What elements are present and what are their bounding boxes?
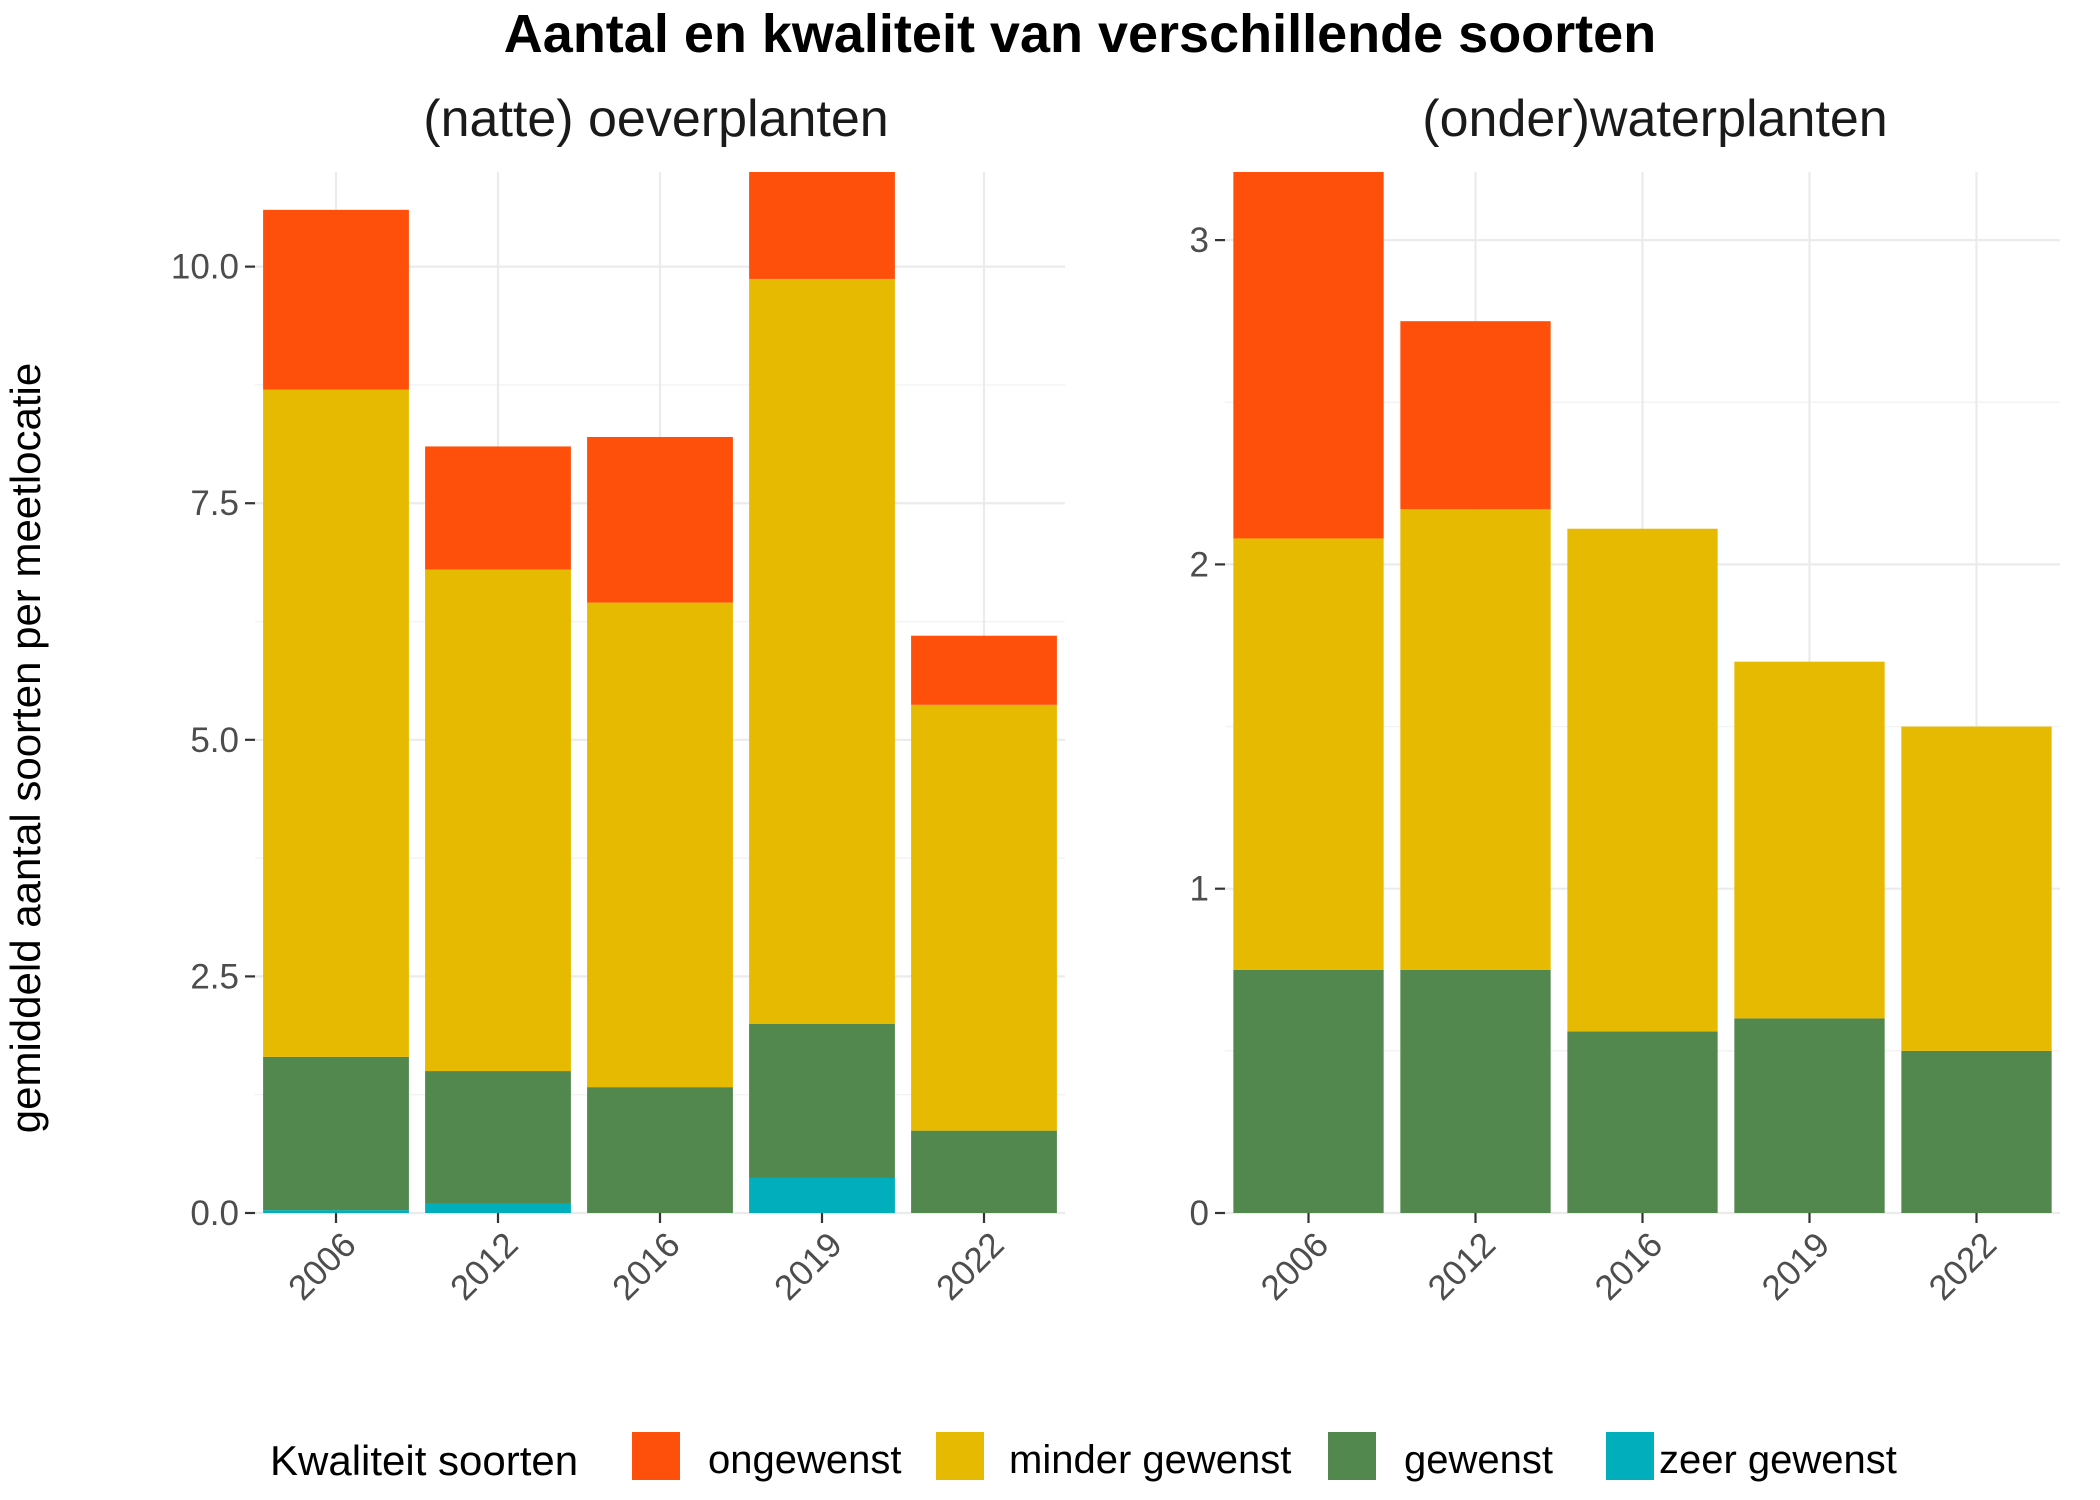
x-tick-label: 2022 [1922, 1225, 2005, 1308]
bar-2012-minder-gewenst [1400, 509, 1551, 970]
bar-2019-zeer-gewenst [749, 1177, 895, 1213]
bar-2016-gewenst [587, 1087, 733, 1213]
bar-2022-minder-gewenst [911, 704, 1057, 1131]
legend: Kwaliteit soorten ongewenst minder gewen… [270, 1432, 1897, 1484]
x-axis: 2006 2012 2016 2019 2022 [281, 1213, 1012, 1308]
y-tick-label: 5.0 [190, 721, 239, 760]
y-tick-label: 2 [1190, 545, 1209, 584]
bar-2019-gewenst [1734, 1018, 1885, 1213]
panel-oeverplanten: (natte) oeverplanten 0.0 2.5 5.0 7.5 10.0 200… [171, 90, 1065, 1308]
bar-2006-gewenst [263, 1056, 409, 1211]
bar-2019-gewenst [749, 1023, 895, 1178]
bar-2012-minder-gewenst [425, 569, 571, 1072]
legend-key-ongewenst [632, 1432, 680, 1480]
bar-2012-zeer-gewenst [425, 1203, 571, 1213]
bar-2006-zeer-gewenst [263, 1210, 409, 1213]
bar-2012-gewenst [1400, 969, 1551, 1213]
bars [1233, 172, 2052, 1213]
bar-2016-gewenst [1567, 1031, 1718, 1213]
legend-key-gewenst [1328, 1432, 1376, 1480]
y-tick-label: 10.0 [171, 248, 239, 287]
legend-title: Kwaliteit soorten [270, 1437, 578, 1484]
bar-2006-ongewenst [263, 209, 409, 390]
bar-2019-ongewenst [749, 172, 895, 279]
panel-title: (natte) oeverplanten [423, 90, 888, 148]
x-tick-label: 2022 [929, 1225, 1012, 1308]
bar-2016-ongewenst [587, 436, 733, 603]
chart-title: Aantal en kwaliteit van verschillende so… [504, 4, 1656, 64]
y-tick-label: 1 [1190, 870, 1209, 909]
y-tick-label: 0.0 [190, 1194, 239, 1233]
x-tick-label: 2019 [767, 1225, 850, 1308]
y-tick-label: 7.5 [190, 484, 239, 523]
bar-2012-ongewenst [425, 446, 571, 570]
legend-label-gewenst: gewenst [1404, 1438, 1553, 1482]
y-tick-label: 2.5 [190, 957, 239, 996]
x-tick-label: 2006 [281, 1225, 364, 1308]
bar-2019-minder-gewenst [749, 278, 895, 1024]
bar-2006-minder-gewenst [1233, 538, 1384, 970]
y-axis: 0.0 2.5 5.0 7.5 10.0 [171, 248, 255, 1233]
bars [263, 172, 1057, 1213]
legend-label-ongewenst: ongewenst [708, 1438, 901, 1482]
y-axis: 0 1 2 3 [1190, 221, 1225, 1233]
x-tick-label: 2012 [443, 1225, 526, 1308]
x-axis: 2006 2012 2016 2019 2022 [1254, 1213, 2005, 1308]
bar-2022-gewenst [911, 1130, 1057, 1213]
bar-2006-gewenst [1233, 969, 1384, 1213]
y-tick-label: 0 [1190, 1194, 1209, 1233]
x-tick-label: 2016 [1588, 1225, 1671, 1308]
bar-2022-gewenst [1901, 1050, 2052, 1213]
panel-title: (onder)waterplanten [1422, 90, 1887, 148]
x-tick-label: 2019 [1755, 1225, 1838, 1308]
y-axis-label: gemiddeld aantal soorten per meetlocatie [2, 363, 49, 1133]
bar-2019-minder-gewenst [1734, 661, 1885, 1019]
panel-waterplanten: (onder)waterplanten 0 1 2 3 2006 2012 2016 2019… [1190, 90, 2060, 1308]
bar-2012-gewenst [425, 1071, 571, 1204]
legend-key-zeer-gewenst [1606, 1432, 1654, 1480]
bar-2022-minder-gewenst [1901, 726, 2052, 1051]
legend-key-minder-gewenst [936, 1432, 984, 1480]
y-tick-label: 3 [1190, 221, 1209, 260]
bar-2022-ongewenst [911, 635, 1057, 705]
x-tick-label: 2016 [605, 1225, 688, 1308]
bar-2016-minder-gewenst [587, 602, 733, 1088]
bar-2006-minder-gewenst [263, 389, 409, 1057]
x-tick-label: 2012 [1421, 1225, 1504, 1308]
x-tick-label: 2006 [1254, 1225, 1337, 1308]
bar-2016-minder-gewenst [1567, 528, 1718, 1032]
bar-2012-ongewenst [1400, 321, 1551, 510]
bar-2006-ongewenst [1233, 172, 1384, 539]
legend-label-minder-gewenst: minder gewenst [1009, 1438, 1291, 1482]
legend-label-zeer-gewenst: zeer gewenst [1659, 1438, 1897, 1482]
